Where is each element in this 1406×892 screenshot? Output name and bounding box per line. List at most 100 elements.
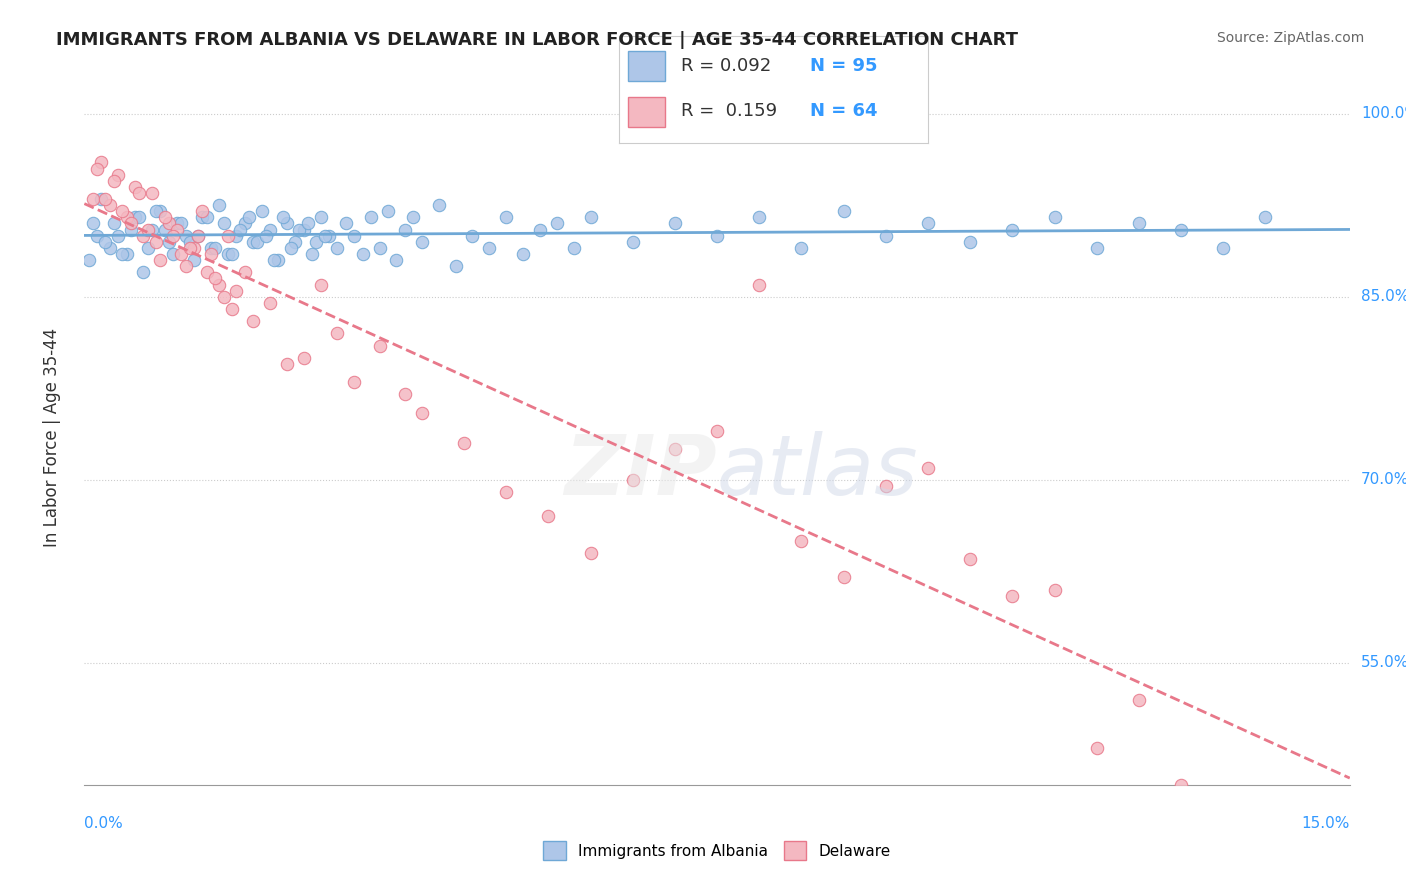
Delaware bbox=[94, 192, 117, 206]
Immigrants from Albania bbox=[115, 247, 138, 261]
Immigrants from Albania bbox=[314, 228, 336, 243]
Delaware bbox=[259, 295, 281, 310]
Text: R = 0.092: R = 0.092 bbox=[681, 57, 770, 75]
Delaware bbox=[174, 259, 197, 273]
Delaware bbox=[166, 222, 188, 236]
Immigrants from Albania bbox=[318, 228, 340, 243]
Text: 70.0%: 70.0% bbox=[1361, 472, 1406, 487]
Immigrants from Albania bbox=[309, 211, 332, 225]
Delaware bbox=[394, 387, 416, 401]
Immigrants from Albania bbox=[98, 241, 121, 255]
Immigrants from Albania bbox=[292, 222, 315, 236]
Delaware bbox=[111, 204, 134, 219]
Delaware bbox=[200, 247, 222, 261]
Text: ZIP: ZIP bbox=[564, 432, 717, 512]
Delaware bbox=[157, 217, 180, 231]
Immigrants from Albania bbox=[242, 235, 264, 249]
Delaware bbox=[368, 338, 391, 352]
Delaware bbox=[276, 357, 298, 371]
Text: 15.0%: 15.0% bbox=[1302, 816, 1350, 831]
Immigrants from Albania bbox=[250, 204, 273, 219]
Delaware bbox=[103, 174, 125, 188]
Immigrants from Albania bbox=[444, 259, 467, 273]
Delaware bbox=[495, 485, 517, 500]
Immigrants from Albania bbox=[271, 211, 294, 225]
Immigrants from Albania bbox=[212, 217, 235, 231]
Immigrants from Albania bbox=[335, 217, 357, 231]
Delaware bbox=[124, 179, 146, 194]
Immigrants from Albania bbox=[86, 228, 108, 243]
Immigrants from Albania bbox=[259, 222, 281, 236]
Immigrants from Albania bbox=[343, 228, 366, 243]
Immigrants from Albania bbox=[288, 222, 311, 236]
Immigrants from Albania bbox=[305, 235, 328, 249]
Immigrants from Albania bbox=[128, 211, 150, 225]
Immigrants from Albania bbox=[124, 211, 146, 225]
Delaware bbox=[411, 406, 433, 420]
Immigrants from Albania bbox=[200, 241, 222, 255]
Immigrants from Albania bbox=[385, 253, 408, 268]
Delaware bbox=[170, 247, 193, 261]
Immigrants from Albania bbox=[183, 253, 205, 268]
Immigrants from Albania bbox=[301, 247, 323, 261]
Delaware bbox=[187, 228, 209, 243]
Delaware bbox=[225, 284, 247, 298]
Immigrants from Albania bbox=[411, 235, 433, 249]
Delaware bbox=[832, 570, 855, 584]
Immigrants from Albania bbox=[427, 198, 450, 212]
Immigrants from Albania bbox=[495, 211, 517, 225]
Immigrants from Albania bbox=[238, 211, 260, 225]
Delaware bbox=[128, 186, 150, 200]
Delaware bbox=[706, 424, 728, 438]
Immigrants from Albania bbox=[1085, 241, 1108, 255]
Delaware bbox=[242, 314, 264, 328]
Immigrants from Albania bbox=[204, 241, 226, 255]
Delaware bbox=[212, 290, 235, 304]
Immigrants from Albania bbox=[377, 204, 399, 219]
Immigrants from Albania bbox=[546, 217, 568, 231]
Immigrants from Albania bbox=[917, 217, 939, 231]
Immigrants from Albania bbox=[174, 228, 197, 243]
Immigrants from Albania bbox=[1128, 217, 1150, 231]
Immigrants from Albania bbox=[208, 198, 231, 212]
Delaware bbox=[1170, 778, 1192, 792]
Delaware bbox=[233, 265, 256, 279]
Immigrants from Albania bbox=[832, 204, 855, 219]
Text: atlas: atlas bbox=[717, 432, 918, 512]
Delaware bbox=[107, 168, 129, 182]
Delaware bbox=[191, 204, 214, 219]
Delaware bbox=[292, 351, 315, 365]
Immigrants from Albania bbox=[1212, 241, 1234, 255]
Delaware bbox=[579, 546, 602, 560]
Immigrants from Albania bbox=[360, 211, 382, 225]
Delaware bbox=[343, 375, 366, 389]
Immigrants from Albania bbox=[107, 228, 129, 243]
Text: Source: ZipAtlas.com: Source: ZipAtlas.com bbox=[1216, 31, 1364, 45]
Immigrants from Albania bbox=[229, 222, 252, 236]
Delaware bbox=[136, 222, 159, 236]
Delaware bbox=[537, 509, 560, 524]
Immigrants from Albania bbox=[267, 253, 290, 268]
FancyBboxPatch shape bbox=[628, 96, 665, 127]
Immigrants from Albania bbox=[284, 235, 307, 249]
Delaware bbox=[90, 155, 112, 169]
Text: 100.0%: 100.0% bbox=[1361, 106, 1406, 121]
Immigrants from Albania bbox=[120, 222, 142, 236]
Delaware bbox=[217, 228, 239, 243]
Immigrants from Albania bbox=[179, 235, 201, 249]
Immigrants from Albania bbox=[512, 247, 534, 261]
Immigrants from Albania bbox=[352, 247, 374, 261]
Text: N = 64: N = 64 bbox=[810, 102, 877, 120]
Delaware bbox=[208, 277, 231, 292]
Immigrants from Albania bbox=[875, 228, 897, 243]
Immigrants from Albania bbox=[132, 265, 155, 279]
Immigrants from Albania bbox=[149, 204, 172, 219]
Immigrants from Albania bbox=[326, 241, 349, 255]
Immigrants from Albania bbox=[1043, 211, 1066, 225]
Immigrants from Albania bbox=[136, 241, 159, 255]
Immigrants from Albania bbox=[297, 217, 319, 231]
Immigrants from Albania bbox=[191, 211, 214, 225]
Immigrants from Albania bbox=[170, 217, 193, 231]
Delaware bbox=[141, 186, 163, 200]
Delaware bbox=[179, 241, 201, 255]
